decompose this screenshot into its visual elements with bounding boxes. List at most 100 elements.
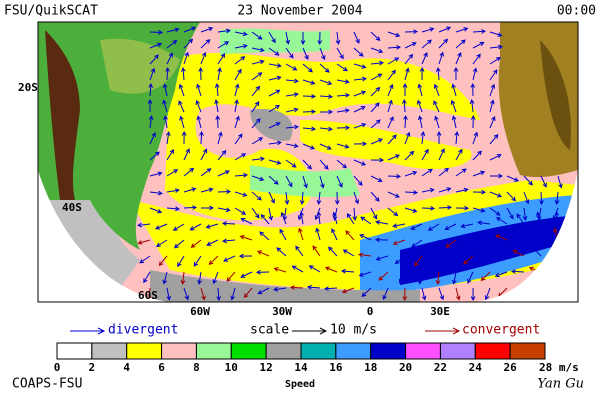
convergent-arrow xyxy=(425,327,461,335)
wind-arrow xyxy=(180,66,186,81)
wind-arrow xyxy=(489,154,502,161)
wind-arrow xyxy=(251,175,265,182)
wind-arrow xyxy=(387,154,400,161)
wind-arrow xyxy=(455,168,467,177)
wind-arrow xyxy=(217,53,226,65)
wind-arrow xyxy=(554,211,560,225)
wind-arrow xyxy=(336,175,343,188)
wind-arrow xyxy=(178,83,185,97)
wind-arrow xyxy=(147,98,153,113)
wind-arrow xyxy=(470,114,476,129)
wind-arrow xyxy=(251,191,262,201)
wind-arrow xyxy=(319,94,334,99)
wind-arrow xyxy=(165,66,170,81)
wind-arrow xyxy=(370,157,385,163)
wind-arrow xyxy=(445,239,457,248)
wind-arrow xyxy=(523,175,533,186)
wind-arrow xyxy=(539,191,544,206)
wind-arrow xyxy=(289,285,304,290)
lon-label: 0 xyxy=(367,305,374,318)
wind-arrow xyxy=(319,109,334,115)
colorbar-cell xyxy=(195,342,232,360)
wind-arrow xyxy=(234,153,247,161)
wind-arrow xyxy=(285,159,297,168)
wind-arrow xyxy=(255,269,270,275)
wind-arrow xyxy=(180,271,186,285)
wind-arrow xyxy=(375,255,389,261)
wind-arrow xyxy=(183,167,195,177)
wind-arrow xyxy=(434,115,440,129)
wind-arrow xyxy=(268,63,282,68)
wind-arrow xyxy=(514,230,525,241)
wind-arrow xyxy=(557,175,563,189)
speed-region xyxy=(400,215,578,285)
wind-arrow xyxy=(341,287,355,294)
wind-arrow xyxy=(353,76,367,82)
wind-arrow xyxy=(472,150,482,161)
wind-arrow xyxy=(166,188,180,193)
wind-arrow xyxy=(257,287,270,295)
wind-arrow xyxy=(438,51,444,65)
wind-arrow xyxy=(285,31,291,45)
colorbar-cell xyxy=(439,342,476,360)
lat-label: 20S xyxy=(18,81,38,94)
header-time: 00:00 xyxy=(557,4,596,19)
wind-arrow xyxy=(316,191,322,205)
wind-arrow xyxy=(336,63,348,72)
wind-arrow xyxy=(217,170,230,177)
wind-arrow xyxy=(216,287,222,302)
wind-arrow xyxy=(402,82,408,97)
wind-arrow xyxy=(222,238,236,244)
wind-arrow xyxy=(315,227,321,241)
wind-arrow xyxy=(554,191,560,205)
wind-arrow xyxy=(353,47,364,57)
colorbar-tick-label: 12 xyxy=(260,361,273,374)
wind-arrow xyxy=(285,92,299,97)
wind-arrow xyxy=(172,223,185,231)
wind-arrow xyxy=(223,255,236,262)
wind-arrow xyxy=(522,207,528,221)
wind-arrow xyxy=(268,47,280,56)
wind-arrow xyxy=(540,175,547,188)
wind-arrow xyxy=(392,223,406,228)
wind-arrow xyxy=(196,83,202,97)
wind-arrow xyxy=(404,67,410,81)
wind-arrow xyxy=(398,271,406,284)
wind-arrow xyxy=(404,29,419,35)
wind-arrow xyxy=(217,28,231,34)
wind-arrow xyxy=(387,83,394,97)
wind-arrow xyxy=(285,124,299,130)
wind-arrow xyxy=(341,268,355,274)
wind-arrow xyxy=(200,39,211,49)
wind-arrow xyxy=(421,205,436,211)
colorbar-cell xyxy=(474,342,511,360)
wind-arrow xyxy=(149,67,156,81)
wind-arrow xyxy=(433,100,440,113)
wind-arrow xyxy=(472,131,479,145)
wind-arrow xyxy=(149,54,159,65)
wind-arrow xyxy=(155,223,168,230)
wind-arrow xyxy=(319,143,332,150)
colorbar-cell xyxy=(405,342,441,360)
colorbar-tick-label: 20 xyxy=(399,361,412,374)
wind-arrow xyxy=(411,239,423,248)
wind-arrow xyxy=(323,286,338,291)
speed-region xyxy=(300,120,472,170)
wind-arrow xyxy=(417,271,423,285)
wind-arrow xyxy=(166,169,179,177)
wind-arrow xyxy=(451,83,457,97)
wind-arrow xyxy=(435,67,441,81)
wind-arrow xyxy=(387,69,396,81)
wind-arrow xyxy=(208,255,219,266)
wind-arrow xyxy=(444,223,457,231)
wind-arrow xyxy=(243,287,253,299)
colorbar: 0 2 4 6 8 10 12 14 16 18 20 22 24 26 28 m/s xyxy=(54,342,579,374)
wind-arrow xyxy=(148,82,154,97)
wind-arrow xyxy=(438,287,445,301)
wind-arrow xyxy=(432,255,440,268)
speed-region xyxy=(150,270,420,302)
wind-arrow xyxy=(470,287,476,302)
wind-arrow xyxy=(234,191,248,197)
wind-arrow xyxy=(370,102,380,113)
wind-arrow xyxy=(284,191,290,205)
